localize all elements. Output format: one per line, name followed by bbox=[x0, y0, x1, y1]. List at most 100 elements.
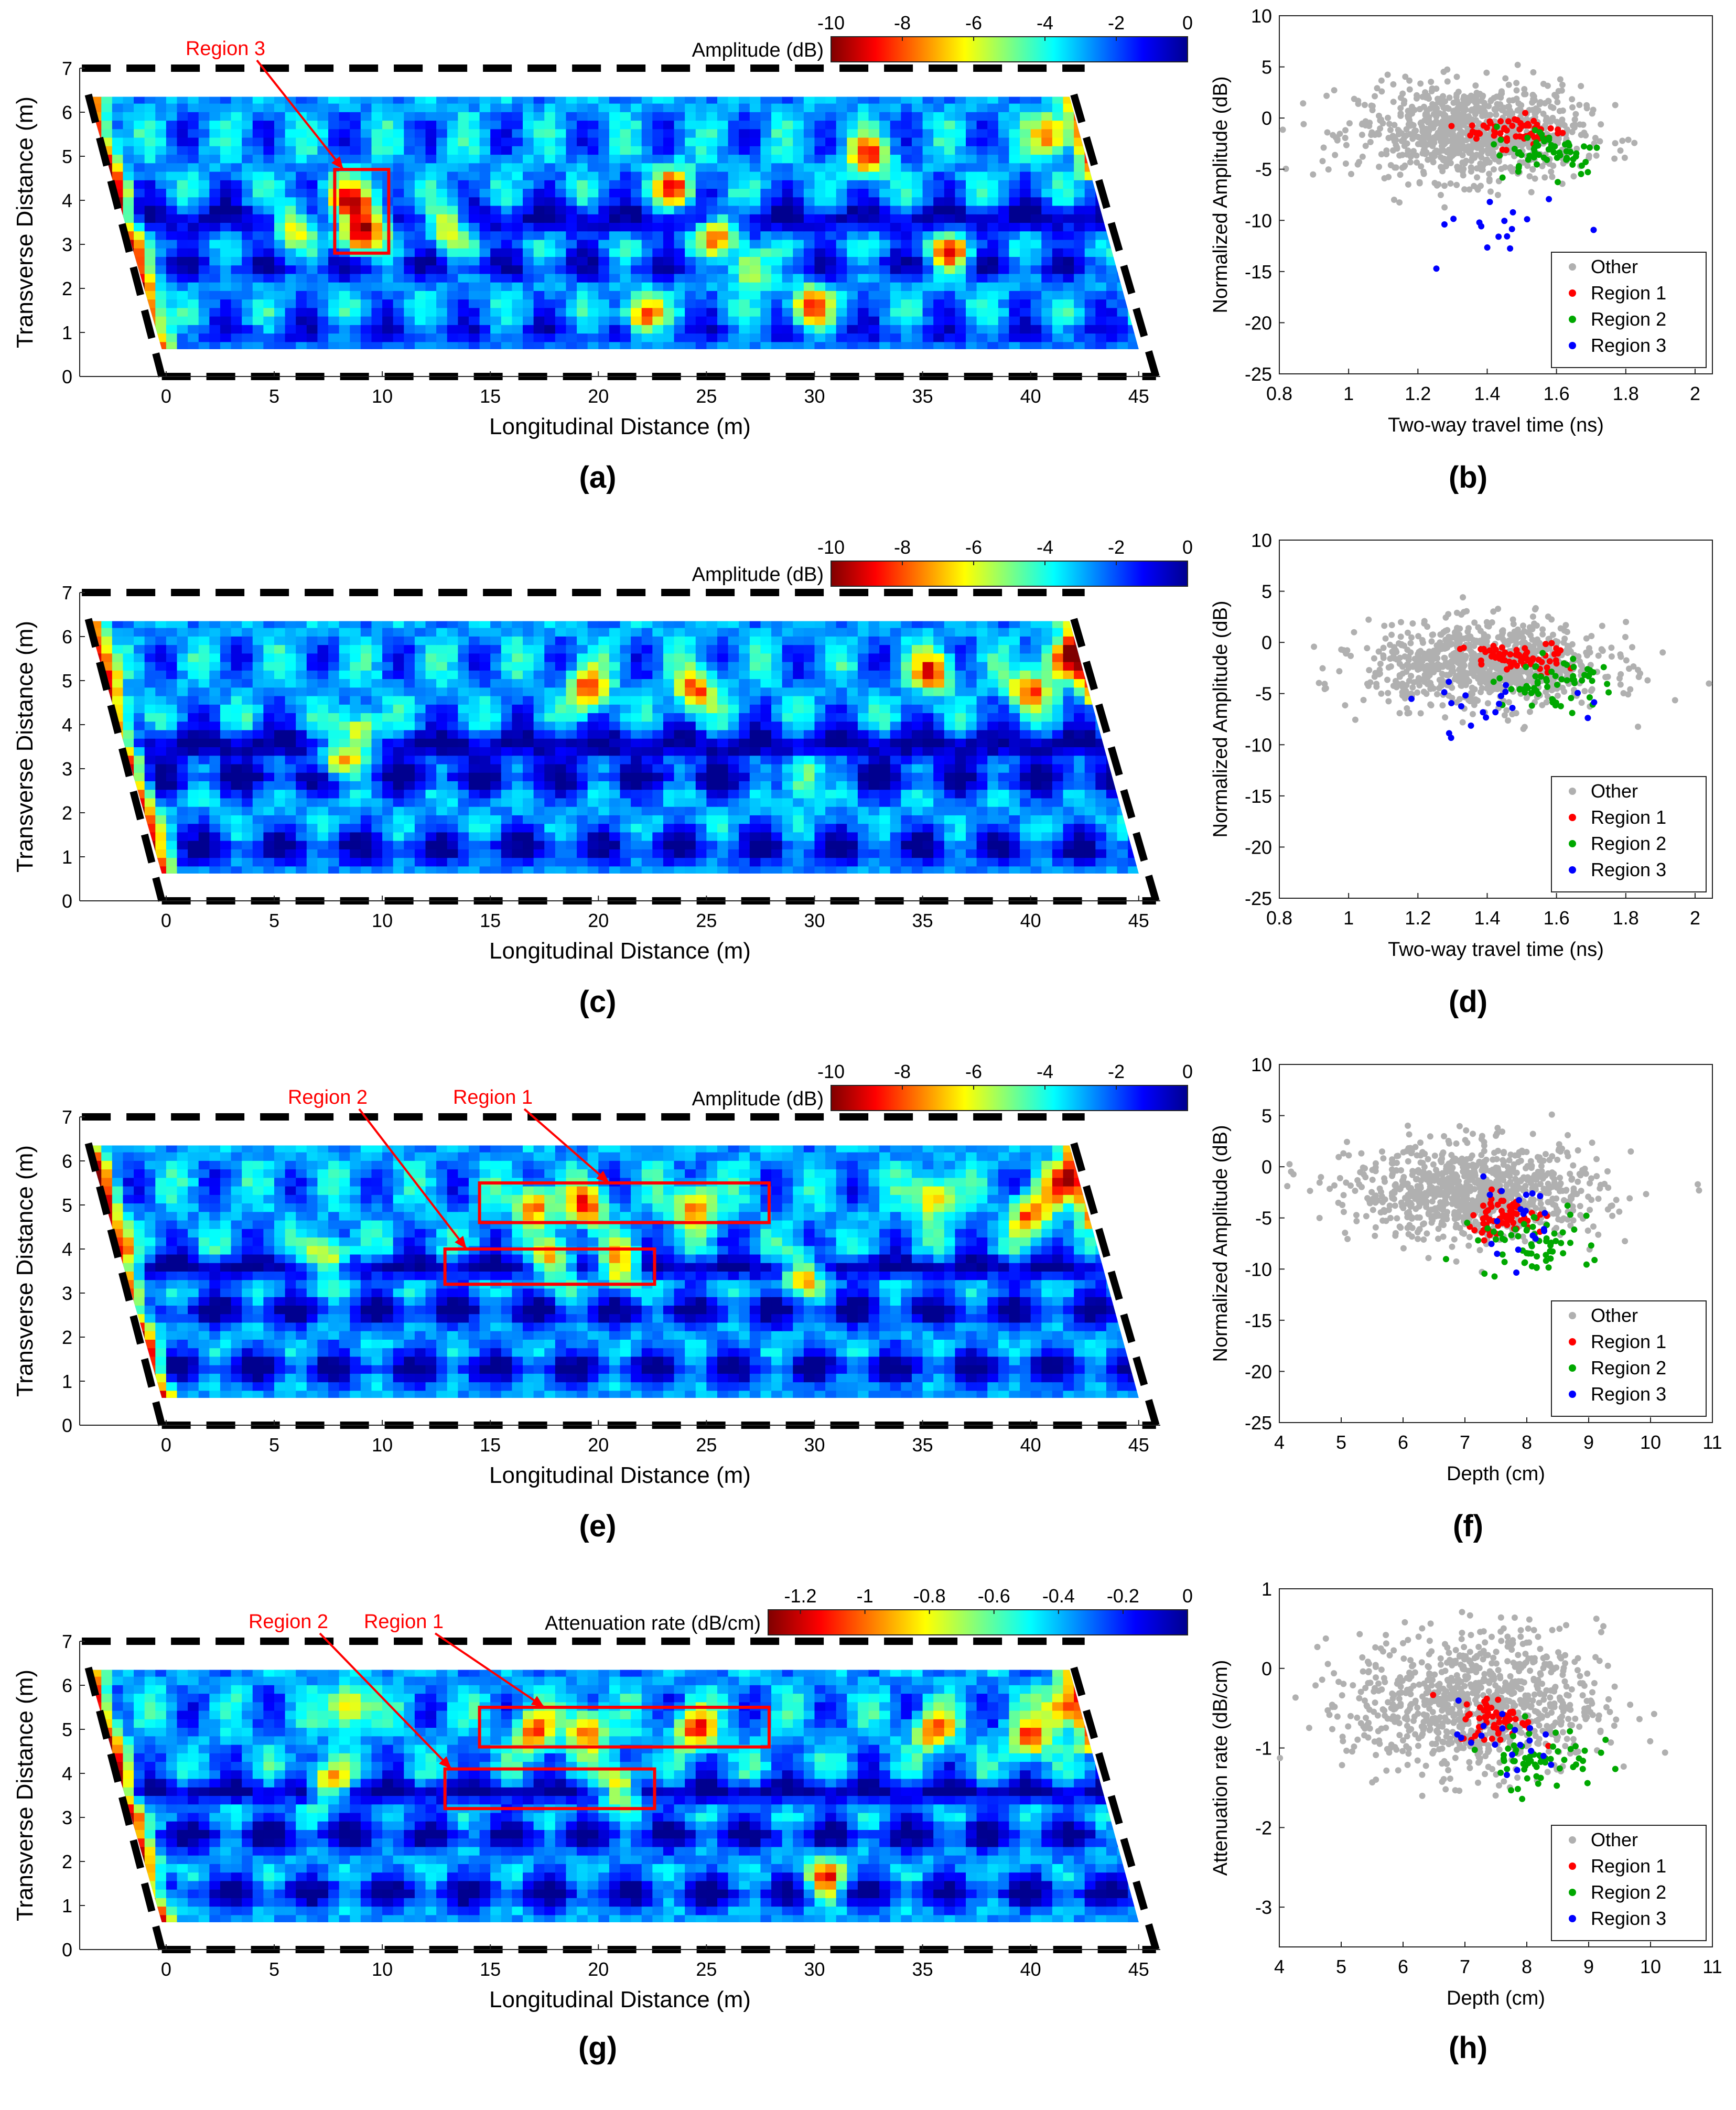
data-point bbox=[1514, 116, 1521, 123]
heatmap-cell bbox=[220, 857, 232, 867]
heatmap-cell bbox=[598, 265, 610, 274]
heatmap-cell bbox=[631, 171, 643, 180]
heatmap-cell bbox=[1106, 324, 1118, 334]
heatmap-cell bbox=[944, 333, 956, 342]
data-point bbox=[1417, 120, 1424, 126]
heatmap-cell bbox=[231, 333, 243, 342]
heatmap-cell bbox=[144, 290, 156, 300]
heatmap-cell bbox=[749, 273, 761, 283]
heatmap-cell bbox=[468, 832, 480, 841]
heatmap-cell bbox=[847, 145, 859, 155]
data-point bbox=[1368, 102, 1375, 109]
heatmap-cell bbox=[166, 188, 178, 198]
heatmap-cell bbox=[1009, 316, 1021, 325]
heatmap-cell bbox=[1084, 179, 1096, 189]
heatmap-cell bbox=[998, 256, 1010, 266]
heatmap-cell bbox=[371, 222, 383, 232]
heatmap-cell bbox=[825, 857, 837, 867]
heatmap-cell bbox=[1063, 154, 1075, 164]
heatmap-cell bbox=[868, 222, 880, 232]
heatmap-cell bbox=[155, 197, 167, 206]
heatmap-cell bbox=[393, 866, 405, 874]
heatmap-cell bbox=[285, 324, 297, 334]
heatmap-cell bbox=[1074, 848, 1086, 858]
heatmap-cell bbox=[1149, 197, 1161, 206]
heatmap-cell bbox=[166, 814, 178, 824]
heatmap-cell bbox=[523, 239, 535, 249]
heatmap-cell bbox=[836, 205, 848, 214]
heatmap-cell bbox=[1052, 832, 1064, 841]
heatmap-cell bbox=[803, 840, 815, 849]
heatmap-cell bbox=[814, 163, 826, 172]
heatmap-cell bbox=[1149, 299, 1161, 308]
heatmap-cell bbox=[317, 239, 329, 249]
heatmap-cell bbox=[868, 154, 880, 164]
heatmap-cell bbox=[933, 163, 945, 172]
heatmap-cell bbox=[1041, 806, 1053, 815]
heatmap-cell bbox=[1106, 806, 1118, 815]
heatmap-cell bbox=[901, 341, 913, 349]
heatmap-cell bbox=[382, 316, 394, 325]
heatmap-cell bbox=[1106, 171, 1118, 180]
heatmap-cell bbox=[285, 307, 297, 317]
heatmap-cell bbox=[101, 814, 113, 824]
heatmap-cell bbox=[458, 299, 470, 308]
heatmap-cell bbox=[890, 128, 902, 138]
heatmap-cell bbox=[566, 179, 578, 189]
heatmap-cell bbox=[90, 128, 102, 138]
heatmap-cell bbox=[144, 145, 156, 155]
heatmap-cell bbox=[285, 120, 297, 130]
heatmap-cell bbox=[188, 239, 200, 249]
heatmap-cell bbox=[512, 265, 524, 274]
heatmap-cell bbox=[220, 806, 232, 815]
heatmap-cell bbox=[144, 163, 156, 172]
heatmap-cell bbox=[90, 290, 102, 300]
heatmap-cell bbox=[782, 256, 794, 266]
heatmap-cell bbox=[166, 307, 178, 317]
heatmap-cell bbox=[328, 290, 340, 300]
data-point bbox=[1487, 98, 1494, 104]
heatmap-cell bbox=[512, 316, 524, 325]
heatmap-cell bbox=[285, 197, 297, 206]
heatmap-cell bbox=[749, 222, 761, 232]
heatmap-cell bbox=[577, 282, 589, 291]
heatmap-cell bbox=[155, 179, 167, 189]
heatmap-cell bbox=[944, 247, 956, 257]
heatmap-cell bbox=[112, 832, 124, 841]
heatmap-cell bbox=[1052, 163, 1064, 172]
heatmap-cell bbox=[533, 307, 545, 317]
heatmap-cell bbox=[447, 282, 459, 291]
data-point bbox=[1427, 136, 1433, 143]
heatmap-cell bbox=[706, 341, 718, 349]
heatmap-cell bbox=[901, 128, 913, 138]
heatmap-cell bbox=[360, 798, 372, 807]
heatmap-cell bbox=[360, 222, 372, 232]
heatmap-cell bbox=[252, 341, 264, 349]
heatmap-cell bbox=[717, 265, 729, 274]
heatmap-cell bbox=[706, 333, 718, 342]
colorbar bbox=[831, 36, 1188, 62]
data-point bbox=[1497, 136, 1504, 143]
heatmap-cell bbox=[901, 823, 913, 833]
heatmap-cell bbox=[501, 256, 513, 266]
data-point bbox=[1437, 147, 1444, 154]
heatmap-cell bbox=[328, 814, 340, 824]
heatmap-cell bbox=[577, 256, 589, 266]
heatmap-cell bbox=[404, 866, 416, 874]
data-point bbox=[1583, 105, 1590, 112]
heatmap-cell bbox=[1139, 146, 1150, 155]
data-point bbox=[1405, 107, 1412, 114]
heatmap-cell bbox=[1095, 265, 1107, 274]
heatmap-cell bbox=[209, 290, 221, 300]
heatmap-cell bbox=[468, 316, 480, 325]
heatmap-cell bbox=[458, 222, 470, 232]
heatmap-cell bbox=[393, 832, 405, 841]
data-point bbox=[1300, 121, 1307, 127]
heatmap-cell bbox=[1084, 341, 1096, 349]
heatmap-cell bbox=[177, 96, 189, 104]
heatmap-cell bbox=[587, 205, 599, 214]
data-point bbox=[1384, 71, 1391, 78]
heatmap-cell bbox=[544, 806, 556, 815]
heatmap-cell bbox=[663, 806, 675, 815]
heatmap-cell bbox=[242, 316, 254, 325]
